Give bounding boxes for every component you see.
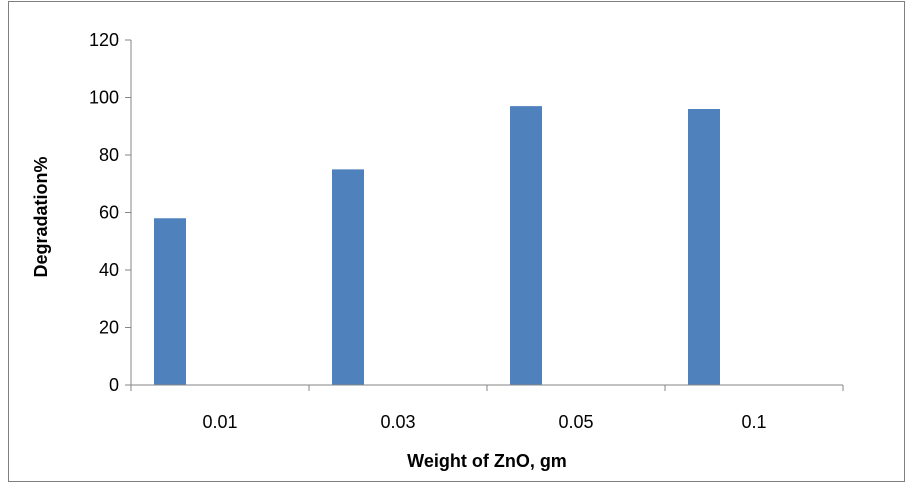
x-tick-label: 0.1 <box>741 412 766 432</box>
x-axis-title: Weight of ZnO, gm <box>407 451 567 471</box>
y-tick-label: 120 <box>89 30 119 50</box>
bars-group <box>154 106 720 385</box>
y-tick-label: 60 <box>99 203 119 223</box>
bar <box>688 109 720 385</box>
axes-group <box>130 40 843 386</box>
y-tick-label: 40 <box>99 260 119 280</box>
bar <box>332 169 364 385</box>
x-tick-label: 0.03 <box>380 412 415 432</box>
x-ticks-group: 0.01 0.03 0.05 0.1 <box>130 385 844 432</box>
x-tick-label: 0.01 <box>202 412 237 432</box>
y-tick-label: 100 <box>89 88 119 108</box>
y-tick-label: 20 <box>99 318 119 338</box>
y-tick-label: 0 <box>109 375 119 395</box>
bar <box>154 218 186 385</box>
bar <box>510 106 542 385</box>
y-axis-title: Degradation% <box>31 156 51 277</box>
x-tick-label: 0.05 <box>558 412 593 432</box>
y-ticks-group: 0 20 40 60 80 100 120 <box>89 30 131 395</box>
y-tick-label: 80 <box>99 145 119 165</box>
